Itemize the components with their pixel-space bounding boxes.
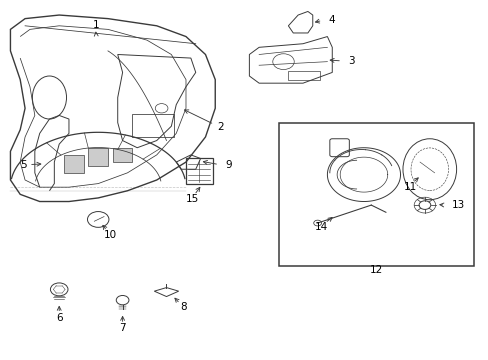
Text: 14: 14 <box>314 222 327 231</box>
Text: 6: 6 <box>56 313 62 323</box>
Text: 9: 9 <box>224 159 231 170</box>
FancyBboxPatch shape <box>88 148 108 166</box>
FancyBboxPatch shape <box>113 148 132 162</box>
Text: 5: 5 <box>20 159 26 170</box>
Text: 10: 10 <box>103 230 117 239</box>
Text: 13: 13 <box>451 200 464 210</box>
Text: 2: 2 <box>216 122 223 132</box>
Text: 4: 4 <box>328 15 334 26</box>
Text: 15: 15 <box>186 194 199 204</box>
Text: 11: 11 <box>403 182 416 192</box>
Text: 7: 7 <box>119 324 125 333</box>
Text: 8: 8 <box>181 302 187 312</box>
Text: 3: 3 <box>347 56 354 66</box>
FancyBboxPatch shape <box>64 155 83 173</box>
Text: 12: 12 <box>369 265 382 275</box>
Text: 1: 1 <box>92 20 99 30</box>
